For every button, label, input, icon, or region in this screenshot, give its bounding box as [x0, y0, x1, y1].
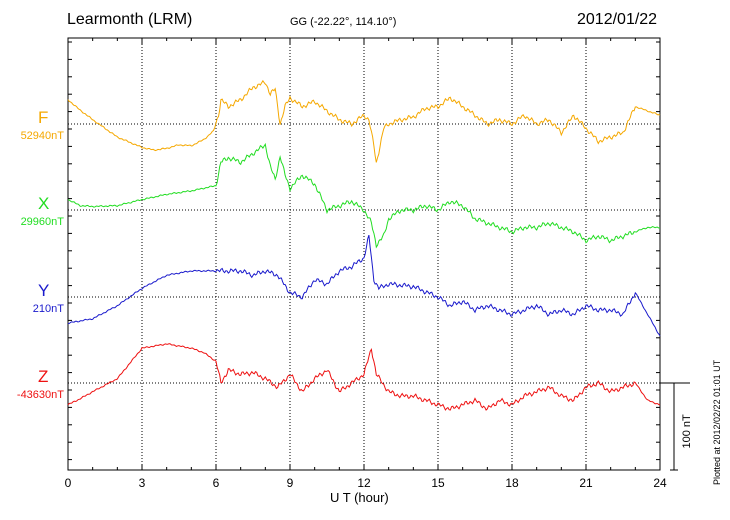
x-tick-label: 18 [505, 476, 519, 490]
series-label-f: F [38, 108, 49, 127]
x-tick-label: 9 [287, 476, 294, 490]
scale-bar-label: 100 nT [681, 414, 693, 449]
x-axis-label: U T (hour) [330, 490, 389, 505]
series-line-f [67, 79, 661, 163]
series-label-z: Z [38, 367, 49, 386]
series-baseline-z: -43630nT [16, 389, 64, 401]
x-tick-label: 0 [65, 476, 72, 490]
series-label-y: Y [38, 281, 50, 300]
series-label-x: X [38, 194, 50, 213]
plot-date: 2012/01/22 [577, 11, 658, 28]
station-coordinates: GG (-22.22°, 114.10°) [290, 16, 397, 28]
x-tick-label: 3 [139, 476, 146, 490]
x-tick-label: 12 [357, 476, 371, 490]
series-baseline-y: 210nT [32, 303, 64, 315]
series-line-x [67, 142, 661, 249]
x-tick-label: 21 [579, 476, 593, 490]
x-tick-label: 6 [213, 476, 220, 490]
series-baseline-f: 52940nT [20, 130, 64, 142]
station-title: Learmonth (LRM) [67, 11, 193, 28]
x-tick-label: 15 [431, 476, 445, 490]
x-tick-label: 24 [653, 476, 667, 490]
series-line-y [67, 234, 661, 337]
series-line-z [67, 343, 661, 411]
series-baseline-x: 29960nT [20, 216, 64, 228]
